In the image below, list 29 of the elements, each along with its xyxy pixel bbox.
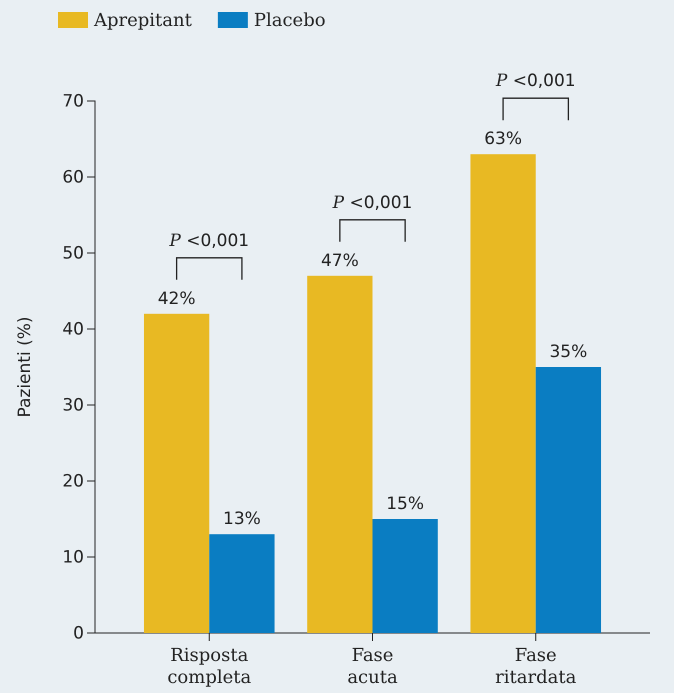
annotation: P <0,001 <box>332 192 412 213</box>
y-tick-label: 40 <box>62 319 84 340</box>
bar <box>470 154 536 633</box>
y-tick-label: 20 <box>62 471 84 492</box>
x-tick-label: Risposta completa <box>167 645 252 688</box>
bar <box>536 367 602 633</box>
bar <box>209 534 275 633</box>
data-label: 35% <box>549 342 588 362</box>
y-axis-title: Pazienti (%) <box>15 316 35 418</box>
legend-label: Aprepitant <box>93 10 193 31</box>
data-label: 15% <box>386 494 424 514</box>
y-tick-label: 70 <box>62 91 84 112</box>
y-tick-label: 0 <box>73 623 84 644</box>
x-tick-label: Fase ritardata <box>495 645 577 688</box>
y-tick-label: 50 <box>62 243 84 264</box>
text: P <0,001 <box>494 71 576 92</box>
y-tick-label: 10 <box>62 547 84 568</box>
data-label: 63% <box>484 129 522 150</box>
data-label: 47% <box>320 250 359 271</box>
bar <box>144 314 210 633</box>
x-tick-label: Fase acuta <box>347 645 398 688</box>
data-label: 42% <box>158 288 196 309</box>
data-label: 13% <box>223 509 261 530</box>
bar <box>307 276 372 633</box>
legend-label: Placebo <box>254 10 326 31</box>
y-tick-label: 60 <box>62 167 84 188</box>
annotation: P <0,001 <box>168 230 250 251</box>
y-tick-label: 30 <box>62 395 84 416</box>
bar <box>372 519 438 633</box>
